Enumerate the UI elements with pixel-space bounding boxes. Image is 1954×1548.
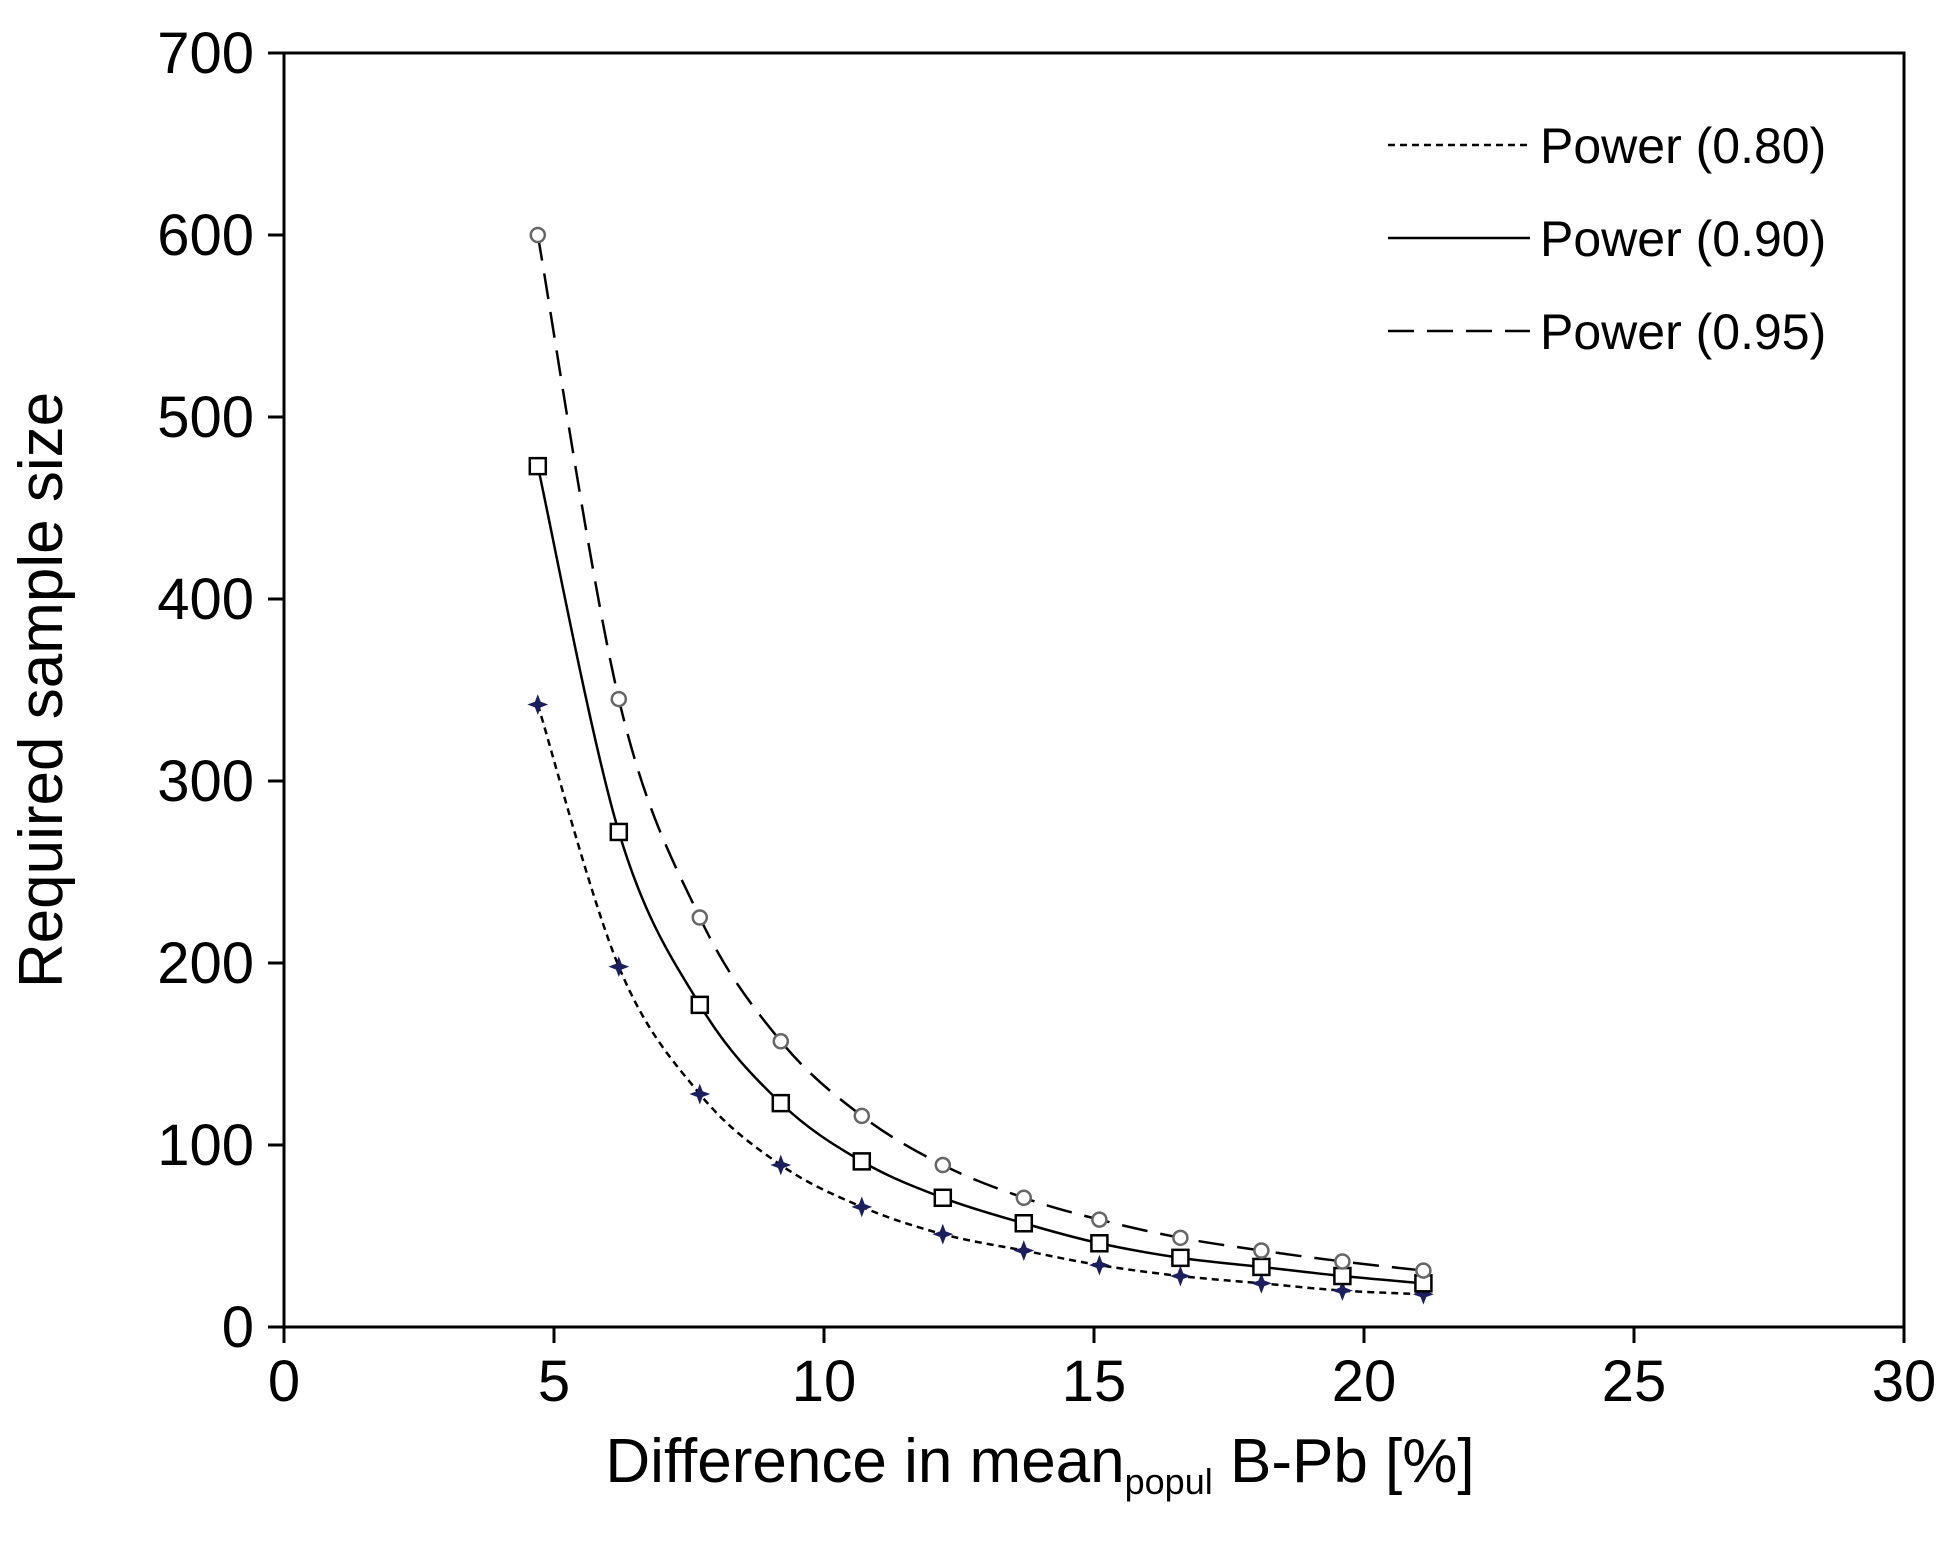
data-point-series-3 [1015, 1189, 1033, 1207]
data-point-series-2 [771, 1093, 791, 1113]
data-point-series-2 [609, 822, 629, 842]
y-tick-label: 700 [157, 21, 254, 86]
data-point-series-2 [1252, 1257, 1271, 1277]
data-point-series-3 [1334, 1253, 1351, 1270]
legend-label-1: Power (0.80) [1540, 118, 1826, 174]
x-tick-label: 10 [792, 1349, 857, 1414]
data-point-series-1 [1013, 1240, 1035, 1261]
data-point-series-2 [528, 456, 548, 476]
x-tick-label: 20 [1332, 1349, 1397, 1414]
data-point-series-1 [770, 1154, 792, 1176]
x-tick-label: 30 [1872, 1349, 1937, 1414]
data-point-series-3 [853, 1107, 871, 1125]
data-point-series-2 [1333, 1266, 1352, 1286]
series-markers [527, 226, 1434, 1305]
data-point-series-2 [1014, 1214, 1034, 1233]
data-point-series-1 [1088, 1254, 1110, 1276]
data-point-series-2 [1090, 1234, 1109, 1253]
data-point-series-2 [690, 995, 710, 1015]
data-point-series-1 [851, 1196, 873, 1218]
legend: Power (0.80) Power (0.90) Power (0.95) [1388, 118, 1826, 360]
y-tick-label: 200 [157, 931, 254, 996]
data-point-series-1 [1412, 1283, 1434, 1305]
series-line-2 [536, 465, 1424, 1285]
y-tick-label: 300 [157, 749, 254, 814]
x-axis-title-main: Difference in mean [605, 1427, 1124, 1496]
data-point-series-3 [1415, 1262, 1432, 1279]
x-tick-label: 0 [268, 1349, 300, 1414]
x-axis-title: Difference in meanpopul B-Pb [%] [605, 1427, 1474, 1502]
y-tick-label: 600 [157, 203, 254, 268]
data-point-series-1 [932, 1223, 954, 1245]
x-tick-label: 15 [1062, 1349, 1127, 1414]
legend-label-2: Power (0.90) [1540, 211, 1826, 267]
data-point-series-1 [1331, 1280, 1353, 1302]
series-lines [536, 234, 1424, 1296]
data-point-series-3 [529, 226, 547, 244]
data-point-series-2 [1171, 1248, 1190, 1268]
x-tick-label: 25 [1602, 1349, 1667, 1414]
data-point-series-1 [689, 1083, 711, 1105]
data-point-series-1 [1169, 1265, 1191, 1287]
y-tick-label: 500 [157, 385, 254, 450]
data-point-series-3 [1091, 1211, 1108, 1228]
data-point-series-3 [1253, 1242, 1270, 1259]
data-point-series-3 [691, 909, 709, 926]
data-point-series-3 [610, 690, 628, 708]
data-point-series-1 [1250, 1272, 1272, 1294]
y-tick-label: 100 [157, 1113, 254, 1178]
data-point-series-3 [772, 1033, 790, 1050]
data-point-series-3 [934, 1156, 952, 1174]
data-point-series-2 [933, 1188, 953, 1208]
x-tick-label: 5 [538, 1349, 570, 1414]
data-point-series-2 [852, 1152, 872, 1171]
data-point-series-1 [527, 694, 549, 715]
x-axis-title-suffix: B-Pb [%] [1213, 1427, 1475, 1496]
series-line-1 [536, 704, 1424, 1296]
legend-label-3: Power (0.95) [1540, 304, 1826, 360]
data-point-series-3 [1172, 1229, 1189, 1247]
x-axis-title-subscript: popul [1125, 1461, 1213, 1502]
series-line-3 [536, 234, 1424, 1272]
data-point-series-1 [608, 956, 630, 978]
y-tick-label: 0 [222, 1295, 254, 1360]
y-axis-title: Required sample size [7, 392, 76, 988]
y-tick-label: 400 [157, 567, 254, 632]
